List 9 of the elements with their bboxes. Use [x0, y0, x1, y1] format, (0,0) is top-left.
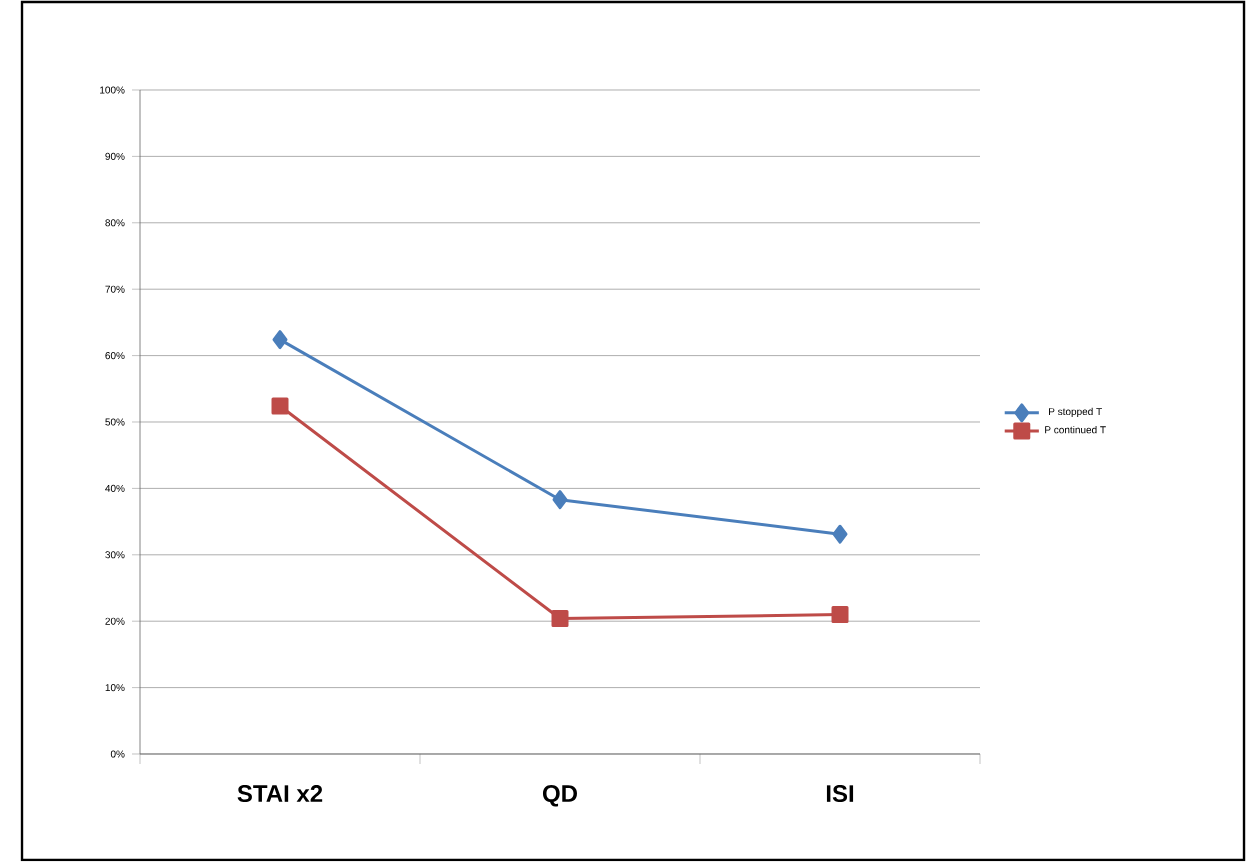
- point: [551, 610, 569, 628]
- x-tick-label: QD: [542, 785, 577, 807]
- x-tick-label: ISI: [826, 785, 854, 803]
- point: [832, 524, 848, 544]
- x-tick-label: STAI x2: [237, 785, 323, 803]
- point: [552, 490, 568, 510]
- point: [271, 397, 289, 415]
- point: [272, 330, 288, 350]
- point: [831, 606, 849, 624]
